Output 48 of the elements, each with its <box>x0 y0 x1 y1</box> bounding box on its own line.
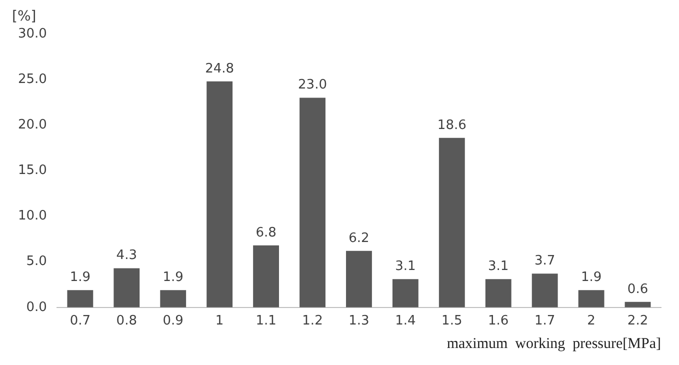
x-tick-label: 1.4 <box>395 314 416 329</box>
x-tick-label: 1.6 <box>488 314 509 329</box>
bar <box>346 250 372 308</box>
bar <box>578 290 604 308</box>
x-tick-label: 0.9 <box>162 314 184 329</box>
bar <box>114 268 140 308</box>
data-label: 0.6 <box>627 282 648 297</box>
bar <box>160 290 186 308</box>
y-tick-label: 30.0 <box>18 26 47 42</box>
data-label: 3.1 <box>395 259 416 274</box>
bar <box>253 245 280 308</box>
y-tick-label: 10.0 <box>18 208 47 224</box>
data-label: 6.8 <box>256 225 276 240</box>
bar <box>392 279 418 308</box>
bar <box>300 98 326 308</box>
x-tick-label: 2.2 <box>627 314 648 329</box>
data-label: 3.1 <box>488 259 509 274</box>
data-label: 24.8 <box>205 61 234 76</box>
x-axis-title: maximum working pressure[MPa] <box>446 336 661 352</box>
bar <box>206 81 233 308</box>
x-tick-label: 1.3 <box>348 314 370 329</box>
x-tick-label: 2 <box>587 314 596 329</box>
x-tick-label: 0.8 <box>116 314 137 329</box>
bar <box>438 138 465 308</box>
x-tick-label: 1.1 <box>256 314 276 329</box>
data-label: 18.6 <box>437 118 466 133</box>
x-tick-label: 1.5 <box>442 314 462 329</box>
y-tick-label: 15.0 <box>18 163 47 178</box>
data-label: 1.9 <box>580 270 602 285</box>
data-label: 23.0 <box>298 78 327 93</box>
x-tick-label: 1 <box>215 314 224 329</box>
data-label: 6.2 <box>348 230 370 246</box>
bar <box>67 290 94 308</box>
bar <box>532 274 558 308</box>
x-tick-label: 0.7 <box>70 314 91 329</box>
x-tick-label: 1.2 <box>302 314 323 329</box>
data-label: 1.9 <box>70 270 91 285</box>
y-axis-title: [%] <box>12 8 36 25</box>
data-label: 4.3 <box>116 248 137 264</box>
data-label: 3.7 <box>534 254 556 269</box>
x-tick-label: 1.7 <box>534 314 556 329</box>
bar <box>624 302 651 308</box>
y-tick-label: 25.0 <box>18 72 47 87</box>
y-tick-label: 20.0 <box>18 118 47 133</box>
bar <box>485 279 512 308</box>
y-tick-label: 5.0 <box>26 254 47 270</box>
y-tick-label: 0.0 <box>26 300 47 315</box>
data-label: 1.9 <box>162 270 184 285</box>
